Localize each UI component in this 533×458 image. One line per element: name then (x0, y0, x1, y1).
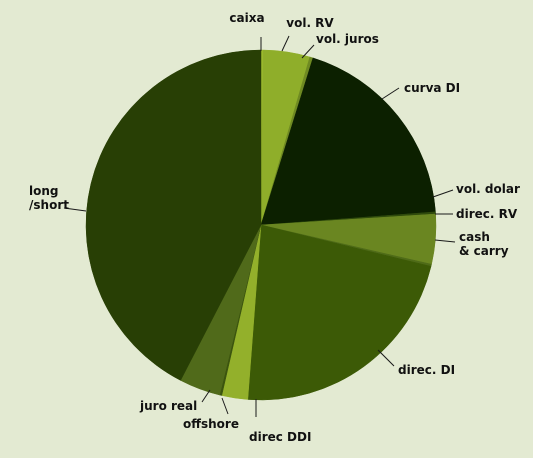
slice-label-7: direc. DI (398, 363, 455, 377)
slice-label-3: curva DI (404, 81, 460, 95)
slice-label-0: caixa (229, 11, 264, 25)
leader-line-3 (381, 87, 400, 100)
pie-slice-3 (260, 57, 436, 226)
slice-label-8: direc DDI (249, 430, 311, 444)
slice-label-1: vol. RV (286, 16, 334, 30)
leader-line-7 (377, 349, 395, 367)
leader-line-1 (281, 35, 290, 52)
leader-line-9 (221, 397, 229, 415)
slice-label-5: direc. RV (456, 207, 518, 221)
leader-line-11 (63, 207, 87, 212)
leader-lines (63, 35, 456, 417)
slice-labels: caixa vol. RV vol. juros curva DI vol. dolar… (29, 11, 520, 444)
slice-label-10: juro real (139, 399, 197, 413)
pie-slice-11 (85, 49, 262, 381)
pie-slices (85, 49, 437, 401)
leader-line-6 (434, 239, 456, 243)
slice-label-6: cash & carry (459, 230, 509, 258)
pie-slice-7 (247, 224, 432, 401)
leader-line-4 (432, 189, 454, 198)
leader-line-2 (301, 44, 315, 59)
slice-label-2: vol. juros (316, 32, 379, 46)
slice-label-11: long/short (29, 184, 69, 212)
slice-label-4: vol. dolar (456, 182, 520, 196)
slice-label-9: offshore (183, 417, 239, 431)
leader-line-10 (201, 389, 211, 403)
